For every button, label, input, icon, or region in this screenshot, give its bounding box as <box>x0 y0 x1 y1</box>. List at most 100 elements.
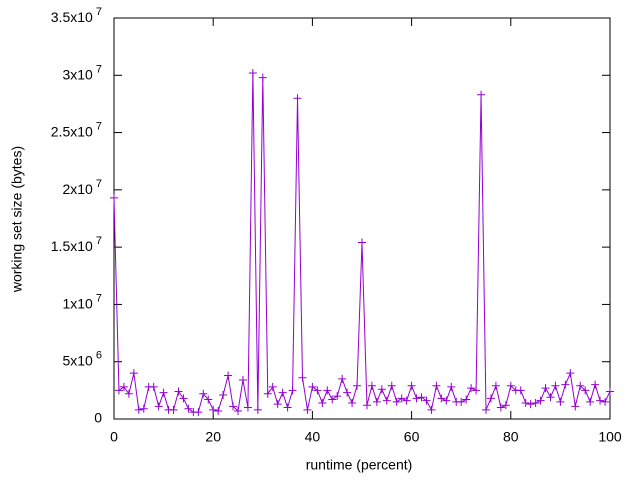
data-point <box>199 389 208 398</box>
x-tick-label: 80 <box>503 429 519 445</box>
data-point <box>407 381 416 390</box>
data-point <box>333 392 342 401</box>
data-point <box>278 388 287 397</box>
data-point <box>417 393 426 402</box>
data-point <box>263 389 272 398</box>
data-point <box>412 394 421 403</box>
y-tick-label: 1x10 7 <box>62 292 102 311</box>
data-point <box>214 406 223 415</box>
data-point <box>358 238 366 247</box>
data-point <box>566 369 575 378</box>
data-point <box>571 402 580 411</box>
data-point <box>427 405 436 414</box>
data-point <box>561 380 570 389</box>
y-tick-label: 3x10 7 <box>62 63 102 82</box>
y-axis-label: working set size (bytes) <box>9 146 25 293</box>
data-point <box>179 394 188 403</box>
data-point <box>353 381 362 390</box>
data-point <box>521 398 530 407</box>
data-point <box>496 403 505 412</box>
data-point <box>397 394 406 403</box>
data-point <box>338 374 347 383</box>
data-point <box>323 386 332 395</box>
data-point <box>402 396 411 405</box>
data-point <box>382 396 391 405</box>
data-point <box>591 380 600 389</box>
x-axis-label: runtime (percent) <box>306 457 413 473</box>
data-point <box>134 405 143 414</box>
data-point <box>586 397 595 406</box>
data-point <box>209 405 218 414</box>
data-point <box>139 404 148 413</box>
data-point <box>124 389 133 398</box>
data-point <box>159 388 168 397</box>
x-tick-label: 100 <box>598 429 622 445</box>
data-point <box>258 73 267 82</box>
data-point <box>541 384 550 393</box>
data-point <box>546 393 555 402</box>
x-tick-label: 0 <box>110 429 118 445</box>
data-point <box>516 386 525 395</box>
data-point <box>422 396 431 405</box>
data-point <box>293 94 302 103</box>
data-point <box>437 394 446 403</box>
data-point <box>367 381 376 390</box>
data-point <box>601 397 610 406</box>
data-point <box>248 68 257 77</box>
data-point <box>377 385 386 394</box>
data-point <box>303 405 312 414</box>
data-point <box>531 398 540 407</box>
data-point <box>169 405 178 414</box>
data-point <box>472 386 481 395</box>
y-tick-label: 0 <box>94 410 102 426</box>
data-point <box>486 394 495 403</box>
data-point <box>283 403 292 412</box>
y-tick-label: 5x10 6 <box>62 350 102 369</box>
data-point <box>432 381 441 390</box>
data-point <box>328 395 337 404</box>
data-point <box>348 398 357 407</box>
data-point <box>318 398 327 407</box>
data-point <box>238 376 247 385</box>
data-point <box>392 397 401 406</box>
data-point <box>253 405 262 414</box>
data-point <box>536 396 545 405</box>
data-point <box>581 386 590 395</box>
data-point <box>174 387 183 396</box>
data-point <box>110 193 118 202</box>
data-point <box>442 396 451 405</box>
data-point <box>372 397 381 406</box>
data-point <box>477 90 486 99</box>
y-tick-label: 2x10 7 <box>62 178 102 197</box>
y-tick-label: 1.5x10 7 <box>51 235 102 254</box>
data-point <box>387 381 396 390</box>
data-point <box>576 381 585 390</box>
data-point <box>596 396 605 405</box>
data-point <box>288 386 297 395</box>
data-point <box>273 400 282 409</box>
y-tick-label: 2.5x10 7 <box>51 120 102 139</box>
data-point <box>229 402 238 411</box>
data-point <box>462 395 471 404</box>
data-point <box>343 388 352 397</box>
data-point <box>551 381 560 390</box>
data-point <box>526 400 535 409</box>
data-point <box>204 395 213 404</box>
data-point <box>224 371 233 380</box>
data-point <box>467 384 476 393</box>
data-point <box>308 382 317 391</box>
x-tick-label: 60 <box>404 429 420 445</box>
data-point <box>184 404 193 413</box>
data-point <box>457 397 466 406</box>
data-point <box>129 369 138 378</box>
data-point <box>491 381 500 390</box>
data-point <box>114 386 123 395</box>
data-point <box>447 382 456 391</box>
x-tick-label: 20 <box>205 429 221 445</box>
data-point <box>154 402 163 411</box>
data-point <box>501 401 510 410</box>
data-point <box>506 381 515 390</box>
data-point <box>219 390 228 399</box>
data-point <box>298 373 307 382</box>
